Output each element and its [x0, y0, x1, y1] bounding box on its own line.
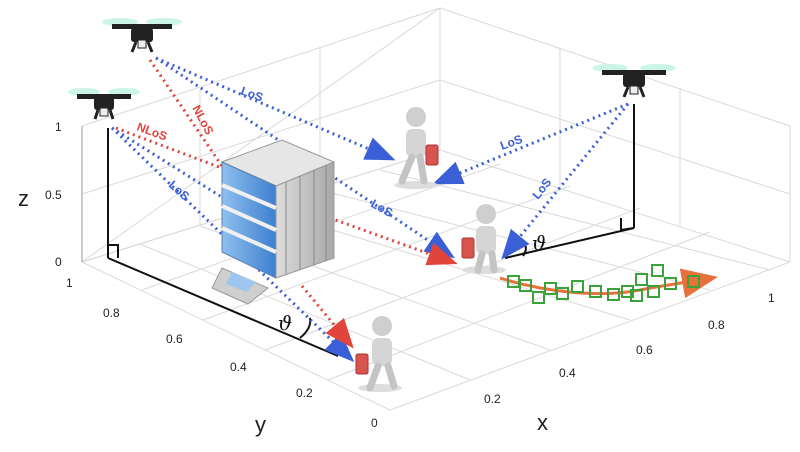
y-axis-title: y	[255, 412, 266, 437]
y-tick: 1	[66, 276, 73, 290]
nlos-label: NLoS	[189, 103, 216, 137]
z-tick: 1	[55, 120, 62, 134]
angle-arc-left	[299, 317, 312, 339]
angle-symbol-left: ϑ	[278, 311, 292, 335]
left-drone-altitude	[107, 128, 339, 357]
y-tick: 0.2	[296, 386, 313, 400]
y-axis: 1 0.8 0.6 0.4 0.2 0 y	[66, 276, 378, 437]
los-label: LoS	[239, 84, 265, 105]
x-tick: 0.4	[559, 366, 576, 380]
drone-icon	[592, 64, 676, 98]
x-tick: 0.6	[636, 343, 653, 357]
x-tick: 0.8	[708, 318, 725, 332]
x-axis-title: x	[537, 410, 548, 435]
drone-icon	[68, 88, 140, 120]
trajectory	[499, 264, 718, 304]
angle-symbol-right: ϑ	[532, 231, 546, 255]
link-labels: LoS LoS LoS LoS LoS NLoS NLoS	[135, 84, 554, 220]
office-building-icon	[211, 139, 336, 305]
user-with-phone-icon	[461, 204, 506, 274]
sample-markers	[507, 264, 700, 304]
x-tick: 0.2	[484, 392, 501, 406]
z-axis: 1 0.5 0 z	[18, 120, 83, 269]
x-tick: 1	[768, 291, 775, 305]
z-tick: 0.5	[45, 188, 62, 202]
los-label: LoS	[498, 132, 524, 153]
y-tick: 0.6	[166, 332, 183, 346]
z-axis-title: z	[18, 186, 29, 211]
y-tick: 0.4	[230, 360, 247, 374]
y-tick: 0	[371, 416, 378, 430]
z-tick: 0	[55, 255, 62, 269]
grid	[81, 7, 791, 411]
nlos-label: NLoS	[135, 120, 169, 144]
user-with-phone-icon	[394, 107, 439, 189]
drone-icon	[102, 18, 182, 53]
user-with-phone-icon	[355, 316, 402, 392]
y-tick: 0.8	[103, 306, 120, 320]
x-axis: 0.2 0.4 0.6 0.8 1 x	[484, 291, 775, 435]
nlos-links	[115, 59, 458, 349]
